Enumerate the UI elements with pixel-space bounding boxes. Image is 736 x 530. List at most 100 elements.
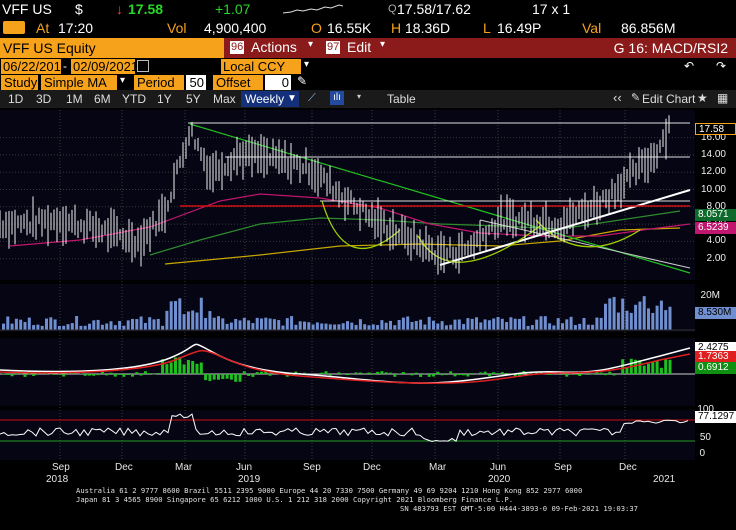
value-label: Val: [582, 20, 602, 36]
volume-bar: [264, 317, 268, 330]
tab-3d[interactable]: 3D: [36, 92, 52, 106]
tab-ytd[interactable]: YTD: [122, 92, 146, 106]
volume-bar: [483, 319, 487, 330]
volume-bar: [595, 317, 599, 330]
offset-input[interactable]: 0: [265, 75, 291, 90]
volume-bar: [539, 316, 543, 330]
end-date-input[interactable]: 02/09/2021: [71, 59, 139, 74]
volume-bar: [217, 316, 220, 330]
macd-histogram-bar: [32, 374, 36, 376]
macd-histogram-bar: [83, 374, 87, 376]
tab-1d[interactable]: 1D: [8, 92, 24, 106]
macd-histogram-bar: [384, 372, 388, 374]
volume-bar: [186, 311, 190, 330]
calendar-icon[interactable]: [137, 60, 149, 72]
volume-bar: [178, 298, 182, 330]
currency-dropdown-icon[interactable]: ▾: [304, 59, 310, 70]
macd-histogram-bar: [6, 374, 10, 375]
volume-bar: [629, 312, 633, 330]
settings-icon[interactable]: ▦: [717, 91, 729, 105]
volume-bar: [526, 325, 530, 330]
currency-label: $: [75, 1, 83, 17]
volume-bar: [10, 323, 14, 330]
bid-ask: 17.58/17.62: [397, 1, 471, 17]
open-label: O: [311, 20, 322, 36]
volume-bar: [260, 318, 263, 330]
frequency-dropdown-icon: ▼: [287, 93, 297, 104]
macd-histogram-bar: [604, 374, 607, 376]
volume-bar: [251, 323, 255, 330]
volume-bar: [466, 318, 470, 330]
volume-bar: [358, 319, 362, 330]
study-select[interactable]: Simple MA: [41, 75, 117, 90]
tab-1y[interactable]: 1Y: [157, 92, 172, 106]
edit-chart-pencil-icon[interactable]: ✎: [631, 92, 641, 104]
volume-bar: [182, 314, 186, 330]
pencil-icon[interactable]: ✎: [297, 74, 308, 88]
macd-histogram-bar: [582, 374, 586, 375]
tab-5y[interactable]: 5Y: [186, 92, 201, 106]
volume-bar: [66, 324, 70, 330]
volume-bar: [36, 324, 40, 330]
macd-histogram-bar: [182, 364, 186, 374]
tab-6m[interactable]: 6M: [94, 92, 111, 106]
price-chart: [0, 110, 695, 460]
volume-bar: [530, 325, 534, 330]
bar-chart-icon[interactable]: ılı: [330, 91, 344, 105]
edit-chart-button[interactable]: Edit Chart: [642, 92, 696, 106]
line-chart-icon[interactable]: ⟋: [308, 92, 316, 104]
volume-bar: [238, 320, 242, 330]
volume-bar: [53, 319, 57, 330]
macd-histogram-bar: [513, 374, 517, 377]
macd-histogram-bar: [212, 374, 216, 380]
redo-icon[interactable]: ↷: [716, 59, 727, 73]
footer-line-2: Japan 81 3 4565 8900 Singapore 65 6212 1…: [76, 495, 514, 504]
study-dropdown-icon[interactable]: ▾: [120, 75, 126, 86]
volume-bar: [578, 323, 582, 330]
macd-histogram-bar: [221, 374, 225, 380]
volume-bar: [427, 316, 431, 330]
volume-bar: [303, 321, 306, 330]
volume-bar: [122, 325, 126, 330]
volume-bar: [470, 318, 474, 330]
ma-green-tag: 8.0571: [695, 209, 736, 221]
tab-1m[interactable]: 1M: [66, 92, 83, 106]
volume-label: Vol: [167, 20, 187, 36]
tab-max[interactable]: Max: [213, 92, 236, 106]
macd-histogram-bar: [178, 357, 182, 374]
table-button[interactable]: Table: [387, 92, 416, 106]
month-label: Sep: [554, 462, 572, 473]
macd-histogram-bar: [668, 359, 672, 374]
start-date-input[interactable]: 06/22/2018: [1, 59, 69, 74]
macd-histogram-bar: [659, 367, 663, 374]
volume-bar: [225, 323, 229, 330]
period-input[interactable]: 50: [186, 75, 206, 90]
volume-bar: [100, 324, 104, 330]
security-field[interactable]: VFF US Equity: [0, 38, 224, 58]
macd-histogram-bar: [449, 371, 453, 374]
size: 17 x 1: [532, 1, 571, 17]
macd-histogram-bar: [122, 374, 126, 377]
macd-histogram-bar: [165, 364, 169, 374]
macd-histogram-bar: [363, 373, 367, 374]
frequency-select[interactable]: Weekly ▼: [241, 91, 299, 107]
volume-bar: [161, 325, 165, 330]
chart-type-dropdown-icon[interactable]: ▾: [357, 92, 362, 101]
favorite-icon[interactable]: ★: [697, 91, 708, 105]
quote-stats-bar: At 17:20 Vol 4,900,400 O 16.55K H 18.36D…: [0, 19, 736, 37]
volume-bar: [651, 312, 655, 330]
chart-tabs-bar: 1D 3D 1M 6M YTD 1Y 5Y Max Weekly ▼ ⟋ ılı…: [0, 90, 736, 108]
macd-histogram-bar: [419, 374, 423, 377]
currency-select[interactable]: Local CCY: [221, 59, 301, 74]
macd-histogram-bar: [647, 363, 650, 374]
undo-icon[interactable]: ↶: [684, 59, 695, 73]
macd-histogram-bar: [191, 360, 195, 374]
volume-bar: [561, 323, 564, 330]
rsi-tag: 77.1297: [695, 411, 736, 423]
year-label: 2020: [488, 474, 511, 485]
month-label: Jun: [236, 462, 253, 473]
macd-histogram-bar: [505, 372, 509, 374]
collapse-icon[interactable]: ‹‹: [613, 90, 622, 105]
macd-histogram-bar: [242, 371, 246, 374]
